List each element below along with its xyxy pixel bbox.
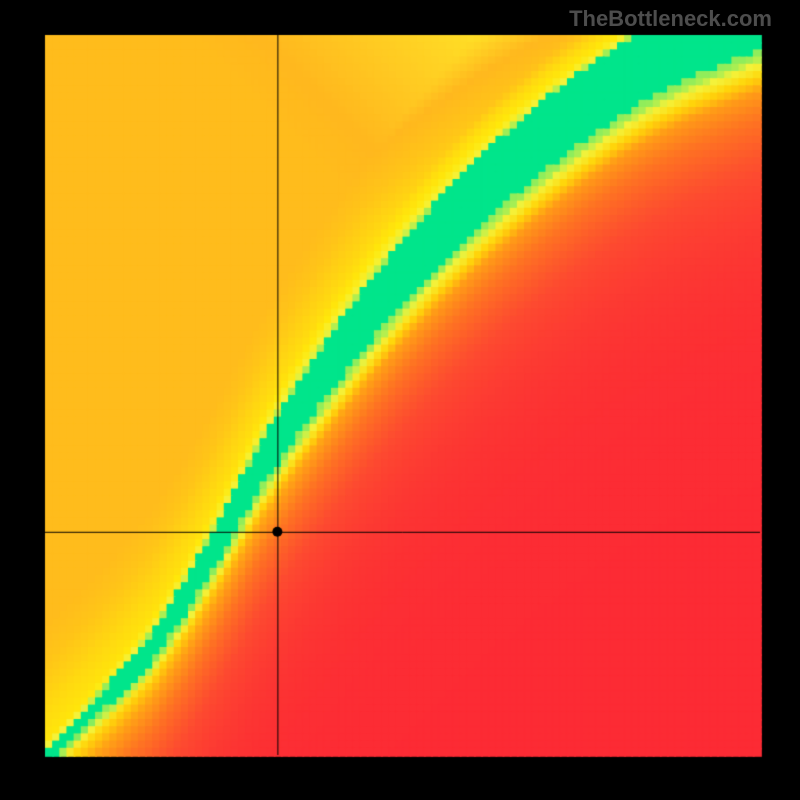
chart-container: TheBottleneck.com (0, 0, 800, 800)
watermark-text: TheBottleneck.com (569, 6, 772, 32)
bottleneck-heatmap (0, 0, 800, 800)
